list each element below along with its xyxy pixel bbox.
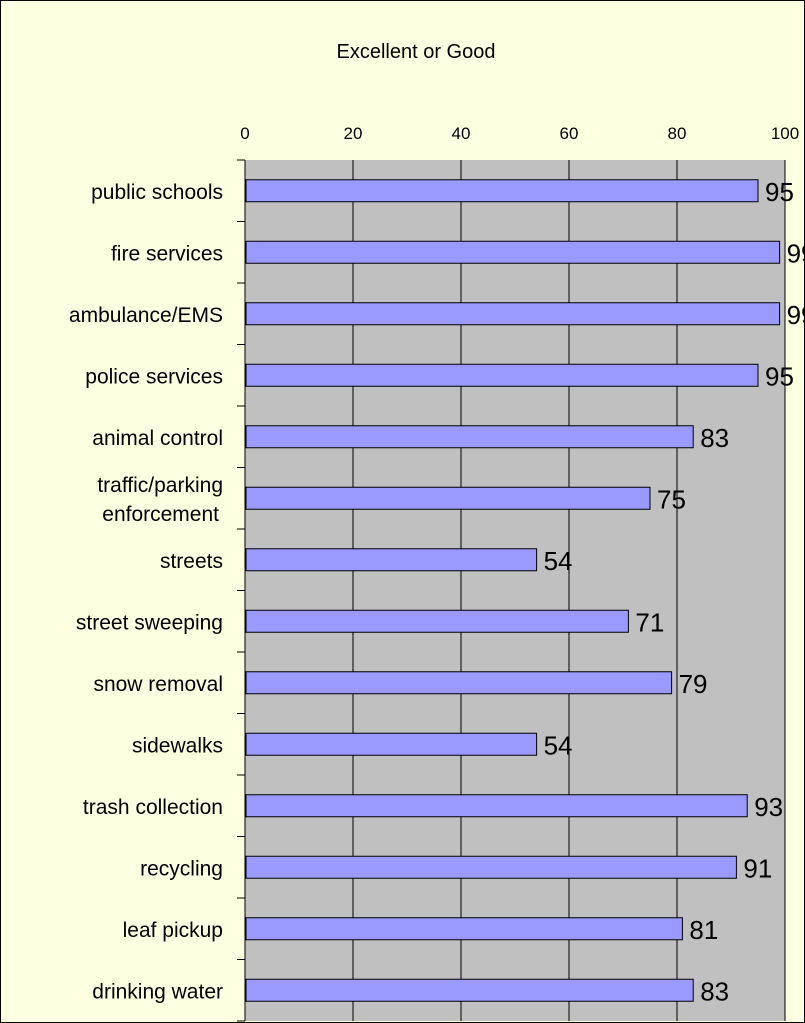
category-label: snow removal: [93, 673, 223, 696]
category-label: streets: [160, 550, 223, 573]
value-label: 83: [700, 976, 729, 1006]
category-label: fire services: [111, 242, 223, 265]
category-label: ambulance/EMS: [69, 304, 223, 327]
category-label: animal control: [92, 427, 223, 450]
chart-title: Excellent or Good: [337, 41, 496, 63]
x-tick-label: 0: [240, 124, 249, 143]
x-tick-label: 100: [771, 124, 799, 143]
value-label: 75: [657, 484, 686, 514]
x-tick-label: 80: [668, 124, 687, 143]
category-label: police services: [85, 365, 223, 388]
bar: [246, 672, 672, 694]
value-label: 54: [544, 546, 573, 576]
category-label: recycling: [140, 857, 223, 880]
bar: [246, 426, 693, 448]
bar: [246, 487, 650, 509]
category-label: trash collection: [83, 796, 223, 819]
value-label: 81: [689, 915, 718, 945]
value-label: 54: [544, 730, 573, 760]
category-label: public schools: [91, 181, 223, 204]
category-label: sidewalks: [132, 734, 223, 757]
value-label: 71: [635, 607, 664, 637]
x-tick-label: 60: [560, 124, 579, 143]
category-label: street sweeping: [76, 611, 223, 634]
value-label: 95: [765, 177, 794, 207]
value-label: 93: [754, 792, 783, 822]
bar: [246, 795, 747, 817]
bar: [246, 180, 758, 202]
value-label: 91: [743, 853, 772, 883]
category-label: leaf pickup: [123, 919, 223, 942]
value-label: 99: [787, 238, 804, 268]
plot-area: [245, 160, 785, 1021]
bar: [246, 610, 628, 632]
bar: [246, 241, 780, 263]
value-label: 83: [700, 423, 729, 453]
category-label: drinking water: [92, 980, 223, 1003]
bar: [246, 364, 758, 386]
x-tick-label: 40: [452, 124, 471, 143]
bar: [246, 856, 736, 878]
bar: [246, 549, 537, 571]
bar: [246, 918, 682, 940]
x-tick-label: 20: [344, 124, 363, 143]
category-label: traffic/parking enforcement: [97, 474, 223, 526]
bar: [246, 303, 780, 325]
bar: [246, 733, 537, 755]
value-label: 95: [765, 361, 794, 391]
value-label: 79: [679, 669, 708, 699]
bar: [246, 979, 693, 1001]
value-label: 99: [787, 300, 804, 330]
